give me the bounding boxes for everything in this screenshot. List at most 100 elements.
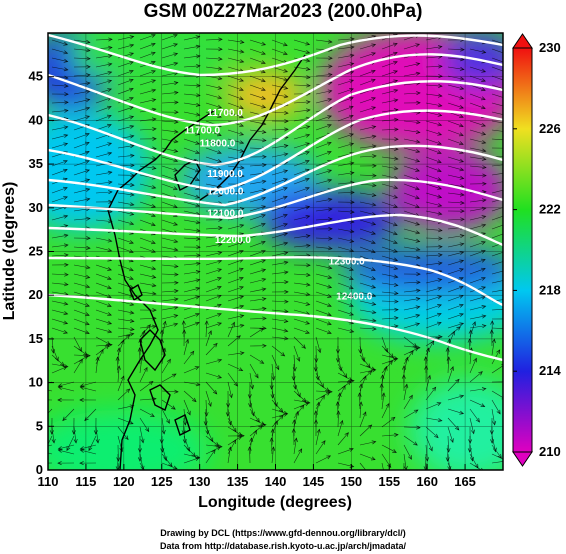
streamline (491, 66, 503, 72)
streamline (183, 55, 200, 59)
streamline (293, 245, 310, 248)
streamline-arrow (217, 251, 223, 256)
streamline-arrow (437, 122, 443, 127)
streamline (51, 234, 68, 239)
streamline (117, 318, 134, 322)
streamline-arrow (438, 228, 443, 233)
streamline-arrow (437, 93, 443, 98)
y-axis-label: Latitude (degrees) (1, 182, 18, 321)
streamline (403, 314, 420, 320)
streamline-arrow (437, 168, 442, 173)
streamline-arrow (503, 250, 507, 253)
streamline-arrow (314, 358, 319, 363)
streamline (403, 147, 420, 153)
streamline-arrow (129, 115, 135, 120)
streamline (139, 43, 156, 50)
streamline-arrow (63, 125, 69, 130)
streamline (205, 102, 222, 109)
streamline (381, 317, 398, 320)
streamline (293, 151, 310, 158)
streamline (139, 264, 156, 270)
streamline (403, 246, 420, 251)
streamline (205, 156, 222, 163)
streamline-arrow (504, 146, 508, 149)
streamline (315, 372, 324, 388)
streamline-arrow (261, 297, 267, 302)
streamline-arrow (63, 329, 68, 334)
streamline (227, 259, 244, 266)
streamline (359, 237, 376, 244)
x-tick-label: 140 (265, 474, 287, 489)
streamline-arrow (262, 154, 267, 159)
streamline-arrow (371, 240, 376, 245)
streamline-arrow (371, 301, 377, 306)
streamline-arrow (414, 347, 420, 352)
streamline (469, 66, 486, 73)
streamline (447, 462, 452, 470)
streamline (315, 98, 332, 104)
streamline-arrow (415, 139, 421, 144)
streamline-arrow (173, 52, 179, 57)
streamline (425, 417, 442, 422)
streamline-arrow (327, 123, 332, 128)
y-tick-label: 40 (29, 112, 43, 127)
streamline-arrow (415, 149, 421, 154)
streamline (117, 88, 134, 95)
streamline-arrow (481, 78, 486, 82)
streamline (403, 384, 408, 401)
streamline (447, 165, 464, 171)
streamline-arrow (57, 448, 63, 453)
streamline-arrow (371, 125, 377, 130)
streamline-arrow (173, 33, 178, 38)
streamline-arrow (283, 186, 288, 191)
streamline (447, 408, 464, 414)
streamline (249, 189, 266, 194)
streamline (425, 192, 442, 198)
streamline-arrow (217, 285, 222, 290)
streamline (315, 327, 332, 334)
streamline (337, 162, 354, 167)
streamline-arrow (85, 115, 91, 120)
streamline-arrow (217, 192, 223, 197)
streamline-arrow (271, 446, 276, 451)
streamline-arrow (195, 194, 201, 199)
streamline (205, 252, 222, 257)
streamline (161, 408, 170, 424)
streamline-arrow (171, 405, 176, 410)
streamline (48, 452, 53, 455)
streamline (73, 318, 90, 325)
streamline (337, 327, 354, 333)
streamline (359, 453, 376, 460)
streamline-arrow (328, 217, 333, 222)
streamline-arrow (335, 401, 340, 406)
streamline-arrow (217, 141, 222, 146)
streamline (315, 124, 332, 131)
streamline-arrow (125, 388, 131, 393)
y-tick-label: 20 (29, 287, 43, 302)
streamline (95, 181, 112, 185)
streamline (205, 330, 212, 347)
streamline (315, 237, 332, 240)
streamline (183, 444, 196, 457)
streamline (469, 408, 480, 423)
streamline (73, 99, 90, 104)
streamline (359, 228, 376, 235)
streamline (337, 309, 354, 316)
streamline (337, 246, 354, 252)
streamline (117, 375, 125, 392)
streamline (73, 426, 77, 443)
streamline (271, 57, 288, 64)
streamline (425, 254, 442, 257)
streamline (139, 408, 155, 417)
streamline (73, 264, 90, 269)
streamline (315, 300, 332, 307)
streamline (205, 277, 222, 284)
streamline-arrow (504, 163, 508, 166)
streamline-arrow (314, 419, 319, 424)
colorbar-tick-label: 222 (539, 202, 561, 217)
streamline-arrow (371, 144, 377, 149)
streamline (161, 237, 178, 243)
streamline (95, 55, 112, 59)
streamline (425, 111, 442, 116)
streamline (359, 318, 376, 322)
